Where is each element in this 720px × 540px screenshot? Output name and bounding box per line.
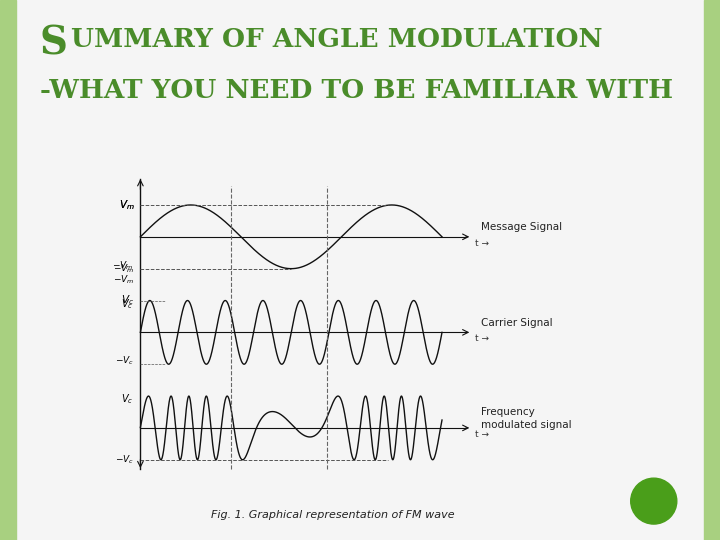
Text: S: S — [40, 24, 68, 62]
Text: $-V_m$: $-V_m$ — [113, 262, 135, 275]
Text: Message Signal: Message Signal — [481, 222, 562, 232]
Text: $-V_m$: $-V_m$ — [113, 273, 135, 286]
Text: Carrier Signal: Carrier Signal — [481, 318, 553, 328]
Bar — [0, 0, 16, 540]
Text: $V_c$: $V_c$ — [122, 393, 134, 406]
Text: $-V_c$: $-V_c$ — [115, 454, 135, 466]
Text: -WHAT YOU NEED TO BE FAMILIAR WITH: -WHAT YOU NEED TO BE FAMILIAR WITH — [40, 78, 672, 103]
Text: $V_m$: $V_m$ — [119, 198, 135, 212]
Text: UMMARY OF ANGLE MODULATION: UMMARY OF ANGLE MODULATION — [71, 27, 602, 52]
Text: Fig. 1. Graphical representation of FM wave: Fig. 1. Graphical representation of FM w… — [211, 510, 455, 521]
Text: $-V_c$: $-V_c$ — [114, 355, 134, 367]
Text: t →: t → — [475, 430, 489, 439]
Bar — [704, 0, 720, 540]
Text: $V_c$: $V_c$ — [122, 297, 134, 310]
Text: t →: t → — [475, 239, 489, 248]
Text: Frequency
modulated signal: Frequency modulated signal — [481, 407, 572, 429]
Text: $V_c$: $V_c$ — [122, 294, 135, 307]
Text: t →: t → — [475, 334, 489, 343]
Text: $-V_m$: $-V_m$ — [112, 259, 134, 272]
Ellipse shape — [631, 478, 677, 524]
Text: $V_m$: $V_m$ — [119, 198, 135, 212]
